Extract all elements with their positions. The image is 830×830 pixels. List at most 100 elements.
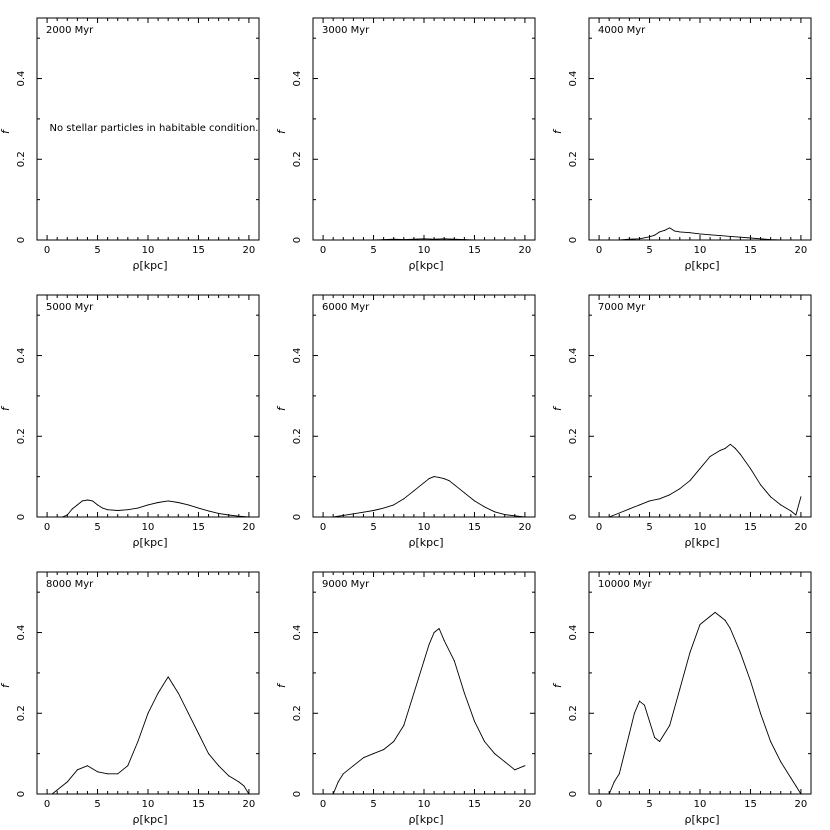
y-axis-label: f [0, 682, 12, 688]
x-tick-label: 0 [320, 799, 326, 810]
x-tick-label: 5 [646, 522, 652, 533]
x-tick-label: 15 [744, 245, 757, 256]
data-point [337, 781, 339, 783]
data-point [638, 504, 640, 506]
data-point [729, 628, 731, 630]
y-tick-label: 0.2 [16, 705, 27, 721]
panel-time-label: 2000 Myr [46, 25, 94, 36]
y-tick-label: 0 [292, 514, 303, 520]
data-point [463, 692, 465, 694]
y-tick-label: 0 [16, 514, 27, 520]
data-point [107, 773, 109, 775]
x-axis-label: ρ[kpc] [685, 259, 720, 272]
x-tick-label: 20 [795, 799, 808, 810]
panel-time-label: 6000 Myr [322, 302, 370, 313]
data-point [514, 769, 516, 771]
data-point [749, 468, 751, 470]
data-point [760, 484, 762, 486]
data-point [362, 757, 364, 759]
data-point [780, 239, 782, 241]
x-axis-label: ρ[kpc] [133, 536, 168, 549]
plot-frame [588, 294, 812, 518]
data-point [383, 239, 385, 241]
data-point [167, 676, 169, 678]
data-point [443, 640, 445, 642]
data-point [413, 238, 415, 240]
y-axis-label: f [0, 128, 12, 134]
panel-6: 0 5 10 15 20 0 0.2 0.4 ρ[kpc] f 7000 Myr [551, 294, 812, 549]
data-point [618, 239, 620, 241]
data-point [800, 793, 802, 795]
panel-time-label: 8000 Myr [46, 579, 94, 590]
x-tick-label: 15 [192, 522, 205, 533]
y-tick-label: 0.4 [292, 625, 303, 641]
data-point [332, 793, 334, 795]
data-point [66, 781, 68, 783]
data-point [734, 447, 736, 449]
data-point [649, 720, 651, 722]
panel-8: 0 5 10 15 20 0 0.2 0.4 ρ[kpc] f 9000 Myr [275, 571, 536, 826]
data-point [197, 732, 199, 734]
data-point [654, 234, 656, 236]
y-tick-label: 0.4 [16, 348, 27, 364]
data-point [739, 453, 741, 455]
data-point [393, 238, 395, 240]
data-point [228, 775, 230, 777]
data-point [795, 514, 797, 516]
data-point [117, 773, 119, 775]
data-point [172, 684, 174, 686]
data-point [654, 736, 656, 738]
x-tick-label: 20 [243, 799, 256, 810]
data-point [649, 500, 651, 502]
y-axis-label: f [275, 682, 288, 688]
panel-7: 0 5 10 15 20 0 0.2 0.4 ρ[kpc] f 8000 Myr [0, 571, 260, 826]
data-point [719, 235, 721, 237]
data-point [71, 508, 73, 510]
data-point [448, 480, 450, 482]
x-axis-label: ρ[kpc] [133, 259, 168, 272]
x-tick-label: 0 [44, 245, 50, 256]
series-line-1 [619, 227, 781, 241]
data-point [413, 692, 415, 694]
data-point [102, 507, 104, 509]
data-point [373, 239, 375, 241]
data-point [362, 511, 364, 513]
data-point [332, 516, 334, 518]
x-axis-label: ρ[kpc] [685, 813, 720, 826]
y-tick-label: 0.2 [568, 151, 579, 167]
y-axis-label: f [275, 405, 288, 411]
data-point [187, 504, 189, 506]
y-tick-label: 0.4 [568, 348, 579, 364]
plot-frame [36, 294, 260, 518]
y-tick-label: 0.4 [16, 71, 27, 87]
data-point [473, 239, 475, 241]
data-point [709, 455, 711, 457]
data-point [167, 500, 169, 502]
x-tick-label: 10 [694, 245, 707, 256]
data-point [644, 704, 645, 706]
data-point [197, 507, 199, 509]
data-point [433, 632, 435, 634]
y-axis-label: f [0, 405, 12, 411]
x-tick-label: 20 [519, 245, 532, 256]
y-axis-label: f [551, 128, 564, 134]
data-point [76, 769, 78, 771]
y-tick-label: 0.4 [568, 71, 579, 87]
data-point [383, 507, 385, 509]
x-tick-label: 15 [468, 799, 481, 810]
x-tick-label: 5 [94, 799, 100, 810]
series-line-1 [51, 676, 250, 795]
x-tick-label: 10 [142, 799, 155, 810]
x-tick-label: 5 [370, 522, 376, 533]
data-point [669, 227, 671, 229]
data-point [669, 494, 671, 496]
plot-frame [312, 294, 536, 518]
y-tick-label: 0.4 [292, 71, 303, 87]
data-point [177, 501, 179, 503]
data-point [117, 510, 119, 512]
data-point [709, 615, 711, 617]
data-point [689, 652, 691, 654]
y-tick-label: 0.2 [568, 705, 579, 721]
data-point [628, 508, 630, 510]
data-point [56, 789, 58, 791]
